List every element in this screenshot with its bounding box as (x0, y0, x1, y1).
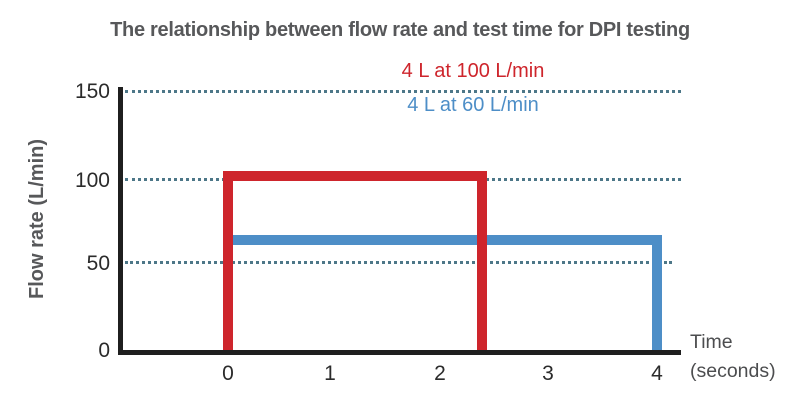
legend-label-60lpm: 4 L at 60 L/min (407, 94, 539, 116)
gridline-150 (125, 90, 681, 93)
x-axis-title-line-2: (seconds) (690, 360, 776, 382)
y-tick-150: 150 (74, 80, 110, 103)
chart-title: The relationship between flow rate and t… (110, 19, 690, 41)
x-axis-title-line-1: Time (690, 331, 733, 353)
y-tick-100: 100 (74, 169, 110, 192)
legend-label-100lpm: 4 L at 100 L/min (401, 60, 545, 82)
gridline-50 (125, 261, 672, 264)
x-tick-2: 2 (434, 362, 446, 385)
series-60lpm-pulse (228, 235, 662, 350)
x-axis-title: Time (seconds) (690, 328, 800, 386)
y-axis-line (118, 87, 123, 355)
y-tick-50: 50 (86, 252, 110, 275)
x-tick-3: 3 (542, 362, 554, 385)
y-axis-title: Flow rate (L/min) (26, 139, 48, 299)
x-tick-4: 4 (651, 362, 663, 385)
x-tick-1: 1 (324, 362, 336, 385)
x-axis-line (118, 350, 681, 355)
series-100lpm-pulse (223, 171, 487, 350)
x-tick-0: 0 (222, 362, 234, 385)
y-tick-0: 0 (98, 339, 110, 362)
